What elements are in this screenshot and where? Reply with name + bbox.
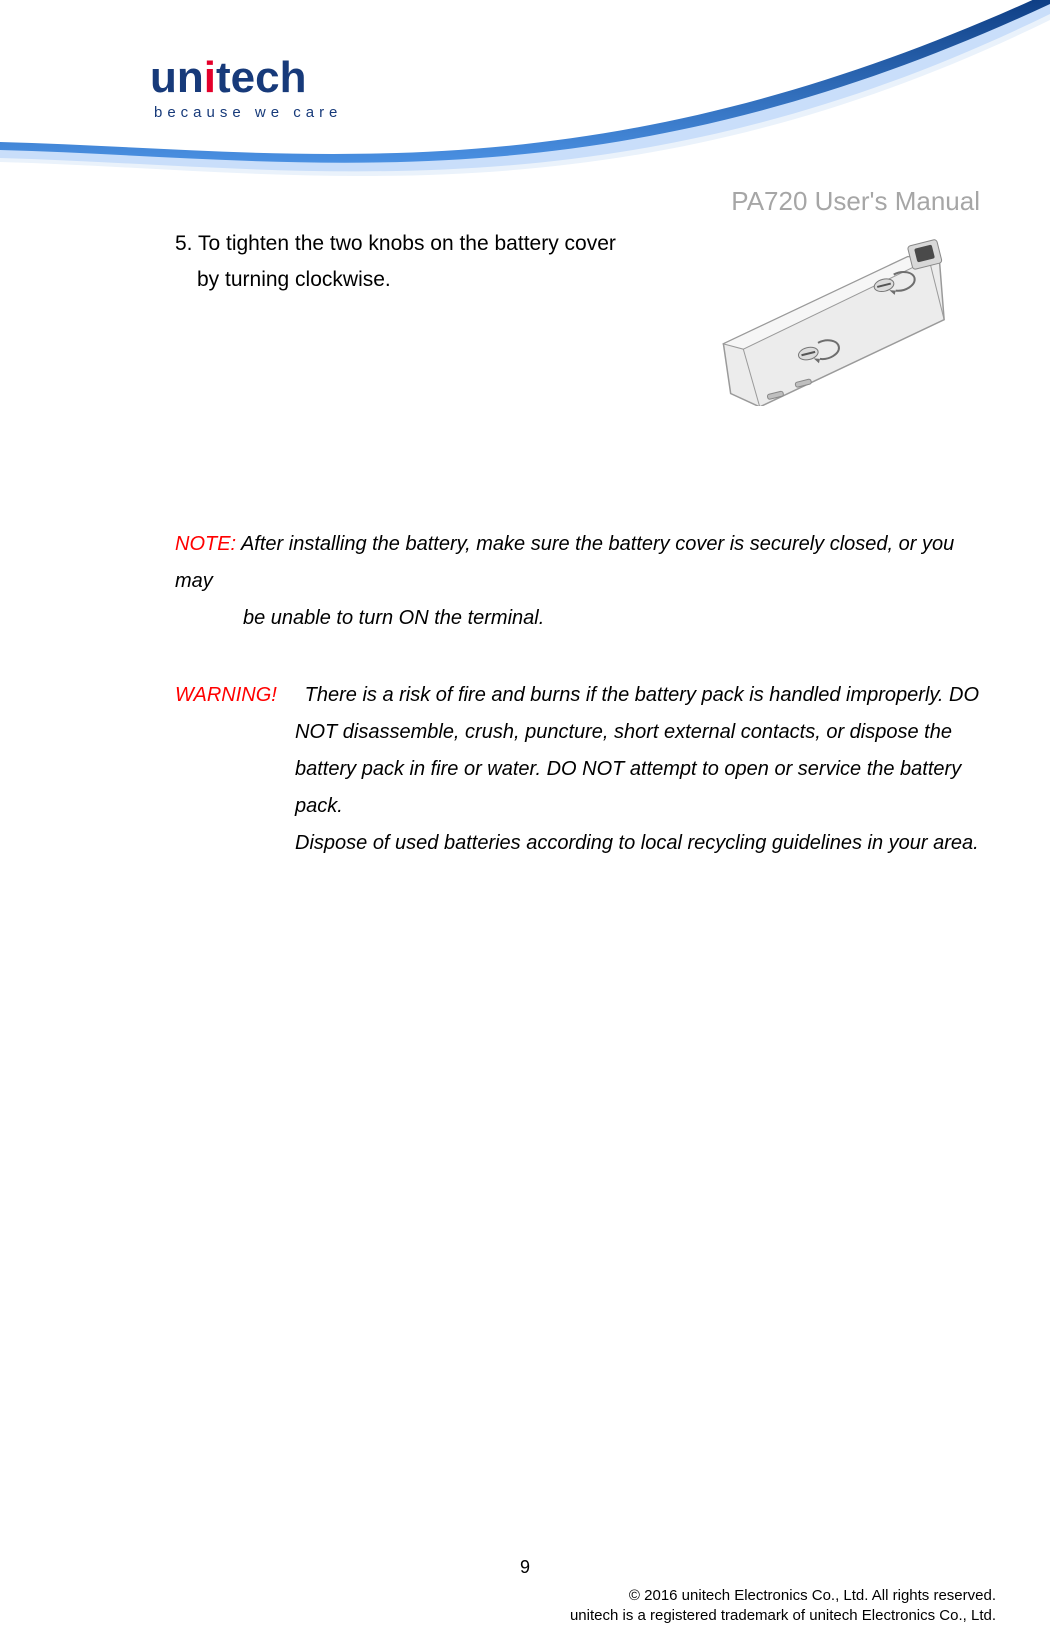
warning-line-1: There is a risk of fire and burns if the…	[305, 684, 979, 706]
logo-tagline: because we care	[154, 104, 370, 121]
note-label: NOTE:	[175, 533, 236, 555]
page: unitech because we care PA720 User's Man…	[0, 0, 1050, 1650]
footer: © 2016 unitech Electronics Co., Ltd. All…	[570, 1586, 996, 1627]
warning-line-2: NOT disassemble, crush, puncture, short …	[295, 714, 990, 751]
logo-wordmark: unitech	[150, 56, 370, 100]
logo: unitech because we care	[150, 56, 370, 121]
document-title: PA720 User's Manual	[731, 186, 980, 217]
warning-label: WARNING!	[175, 684, 277, 706]
step-5-text: 5. To tighten the two knobs on the batte…	[197, 226, 617, 297]
footer-copyright: © 2016 unitech Electronics Co., Ltd. All…	[570, 1586, 996, 1606]
device-illustration	[637, 226, 990, 406]
content-area: 5. To tighten the two knobs on the batte…	[175, 226, 990, 862]
warning-line-3: battery pack in fire or water. DO NOT at…	[295, 751, 990, 825]
note-line-1: After installing the battery, make sure …	[175, 533, 954, 592]
note-block: NOTE: After installing the battery, make…	[175, 526, 990, 637]
page-number: 9	[0, 1557, 1050, 1578]
logo-dot-i: i	[204, 53, 216, 102]
warning-line-4: Dispose of used batteries according to l…	[295, 825, 990, 862]
step-row: 5. To tighten the two knobs on the batte…	[175, 226, 990, 406]
warning-block: WARNING! There is a risk of fire and bur…	[175, 677, 990, 862]
note-line-2: be unable to turn ON the terminal.	[243, 600, 990, 637]
footer-trademark: unitech is a registered trademark of uni…	[570, 1606, 996, 1626]
